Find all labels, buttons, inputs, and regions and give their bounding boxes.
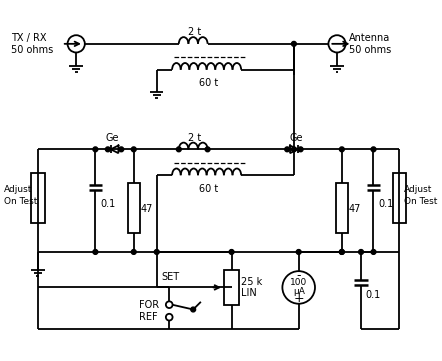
Text: 2 t: 2 t — [188, 27, 202, 37]
FancyBboxPatch shape — [335, 183, 348, 233]
Circle shape — [291, 147, 296, 152]
Text: REF: REF — [138, 312, 157, 322]
Circle shape — [339, 249, 344, 255]
Text: On Test: On Test — [4, 197, 38, 206]
Circle shape — [291, 42, 296, 46]
Circle shape — [298, 147, 303, 152]
Circle shape — [285, 147, 290, 152]
Text: FOR: FOR — [138, 300, 159, 310]
Text: 25 k: 25 k — [241, 277, 263, 287]
Text: LIN: LIN — [241, 288, 257, 298]
Circle shape — [106, 147, 110, 152]
Circle shape — [296, 249, 301, 255]
FancyBboxPatch shape — [31, 173, 45, 223]
Circle shape — [119, 147, 124, 152]
Circle shape — [93, 147, 98, 152]
Circle shape — [176, 147, 181, 152]
Circle shape — [93, 249, 98, 255]
Circle shape — [339, 249, 344, 255]
Text: Adjust: Adjust — [4, 185, 33, 194]
Text: Antenna: Antenna — [349, 33, 390, 43]
Text: 47: 47 — [349, 204, 361, 214]
Text: 0.1: 0.1 — [378, 199, 393, 209]
Text: 2 t: 2 t — [188, 133, 202, 143]
Circle shape — [205, 147, 210, 152]
Text: +: + — [293, 292, 304, 305]
FancyBboxPatch shape — [392, 173, 406, 223]
Circle shape — [358, 249, 363, 255]
Circle shape — [339, 147, 344, 152]
Text: Ge: Ge — [106, 133, 119, 143]
Text: 50 ohms: 50 ohms — [349, 45, 391, 55]
Text: TX / RX: TX / RX — [11, 33, 46, 43]
Text: Adjust: Adjust — [404, 185, 433, 194]
Text: SET: SET — [161, 272, 179, 282]
FancyBboxPatch shape — [127, 183, 140, 233]
Circle shape — [371, 249, 376, 255]
Text: 0.1: 0.1 — [366, 290, 381, 300]
Text: 60 t: 60 t — [199, 184, 218, 193]
Circle shape — [191, 307, 196, 312]
Text: 100: 100 — [290, 278, 307, 287]
Circle shape — [131, 249, 136, 255]
Circle shape — [131, 147, 136, 152]
Circle shape — [154, 249, 159, 255]
Text: -: - — [297, 269, 301, 282]
Text: μA: μA — [293, 287, 305, 296]
Circle shape — [371, 147, 376, 152]
Text: 0.1: 0.1 — [100, 199, 115, 209]
Circle shape — [229, 249, 234, 255]
FancyBboxPatch shape — [224, 270, 239, 305]
Text: 50 ohms: 50 ohms — [11, 45, 53, 55]
Text: Ge: Ge — [289, 133, 303, 143]
Text: 60 t: 60 t — [199, 78, 218, 88]
Text: On Test: On Test — [404, 197, 438, 206]
Text: 47: 47 — [141, 204, 153, 214]
